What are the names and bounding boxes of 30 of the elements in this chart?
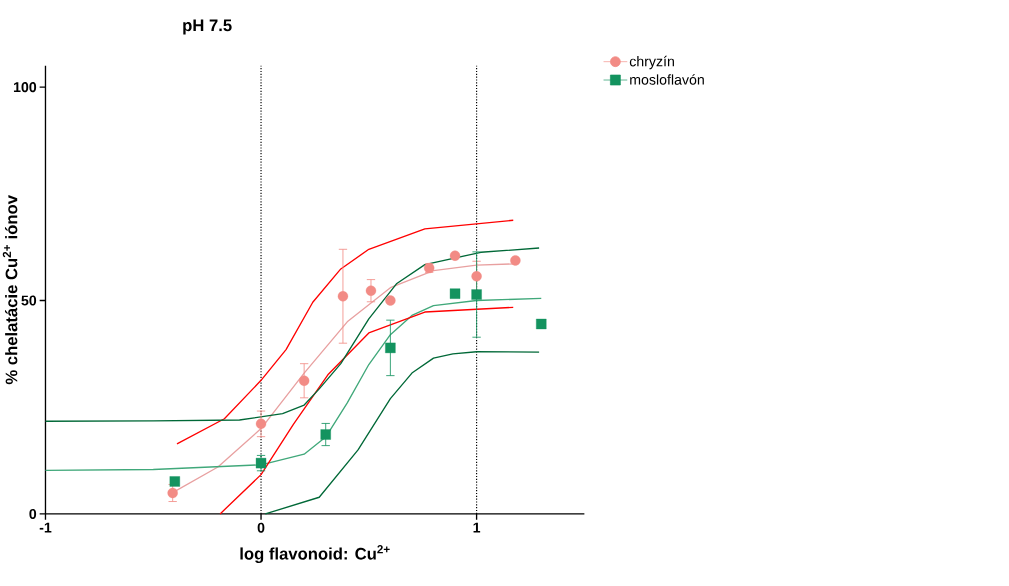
line-series	[44, 247, 540, 423]
legend-label: chryzín	[629, 56, 674, 70]
point	[385, 342, 396, 354]
line-series	[219, 306, 514, 515]
chart-title: pH 7.5	[183, 19, 232, 35]
x-tick-label: 0	[257, 522, 265, 533]
x-axis-title: log flavonoid: Cu$^{2+}$	[240, 545, 390, 564]
x-tick-label: -1	[39, 522, 52, 533]
point	[471, 289, 482, 300]
x-tick-label: 1	[473, 522, 481, 533]
legend-label: mosloflavón	[630, 74, 704, 85]
point	[298, 375, 310, 387]
y-tick-label: 50	[21, 295, 37, 306]
point	[167, 488, 178, 499]
point	[510, 255, 521, 266]
point	[365, 285, 377, 297]
point	[337, 291, 349, 302]
point	[320, 429, 331, 440]
point	[471, 271, 482, 282]
point	[255, 418, 267, 430]
point	[449, 250, 461, 262]
line-series	[264, 351, 540, 515]
line-series	[176, 219, 514, 445]
point	[385, 295, 396, 306]
point	[169, 476, 180, 487]
y-tick-label: 0	[29, 509, 37, 520]
point	[536, 319, 547, 330]
point	[449, 288, 461, 300]
y-tick-label: 100	[13, 82, 37, 93]
y-axis-title: % chelatácie Cu$^{2+}$ iónov	[2, 195, 18, 385]
